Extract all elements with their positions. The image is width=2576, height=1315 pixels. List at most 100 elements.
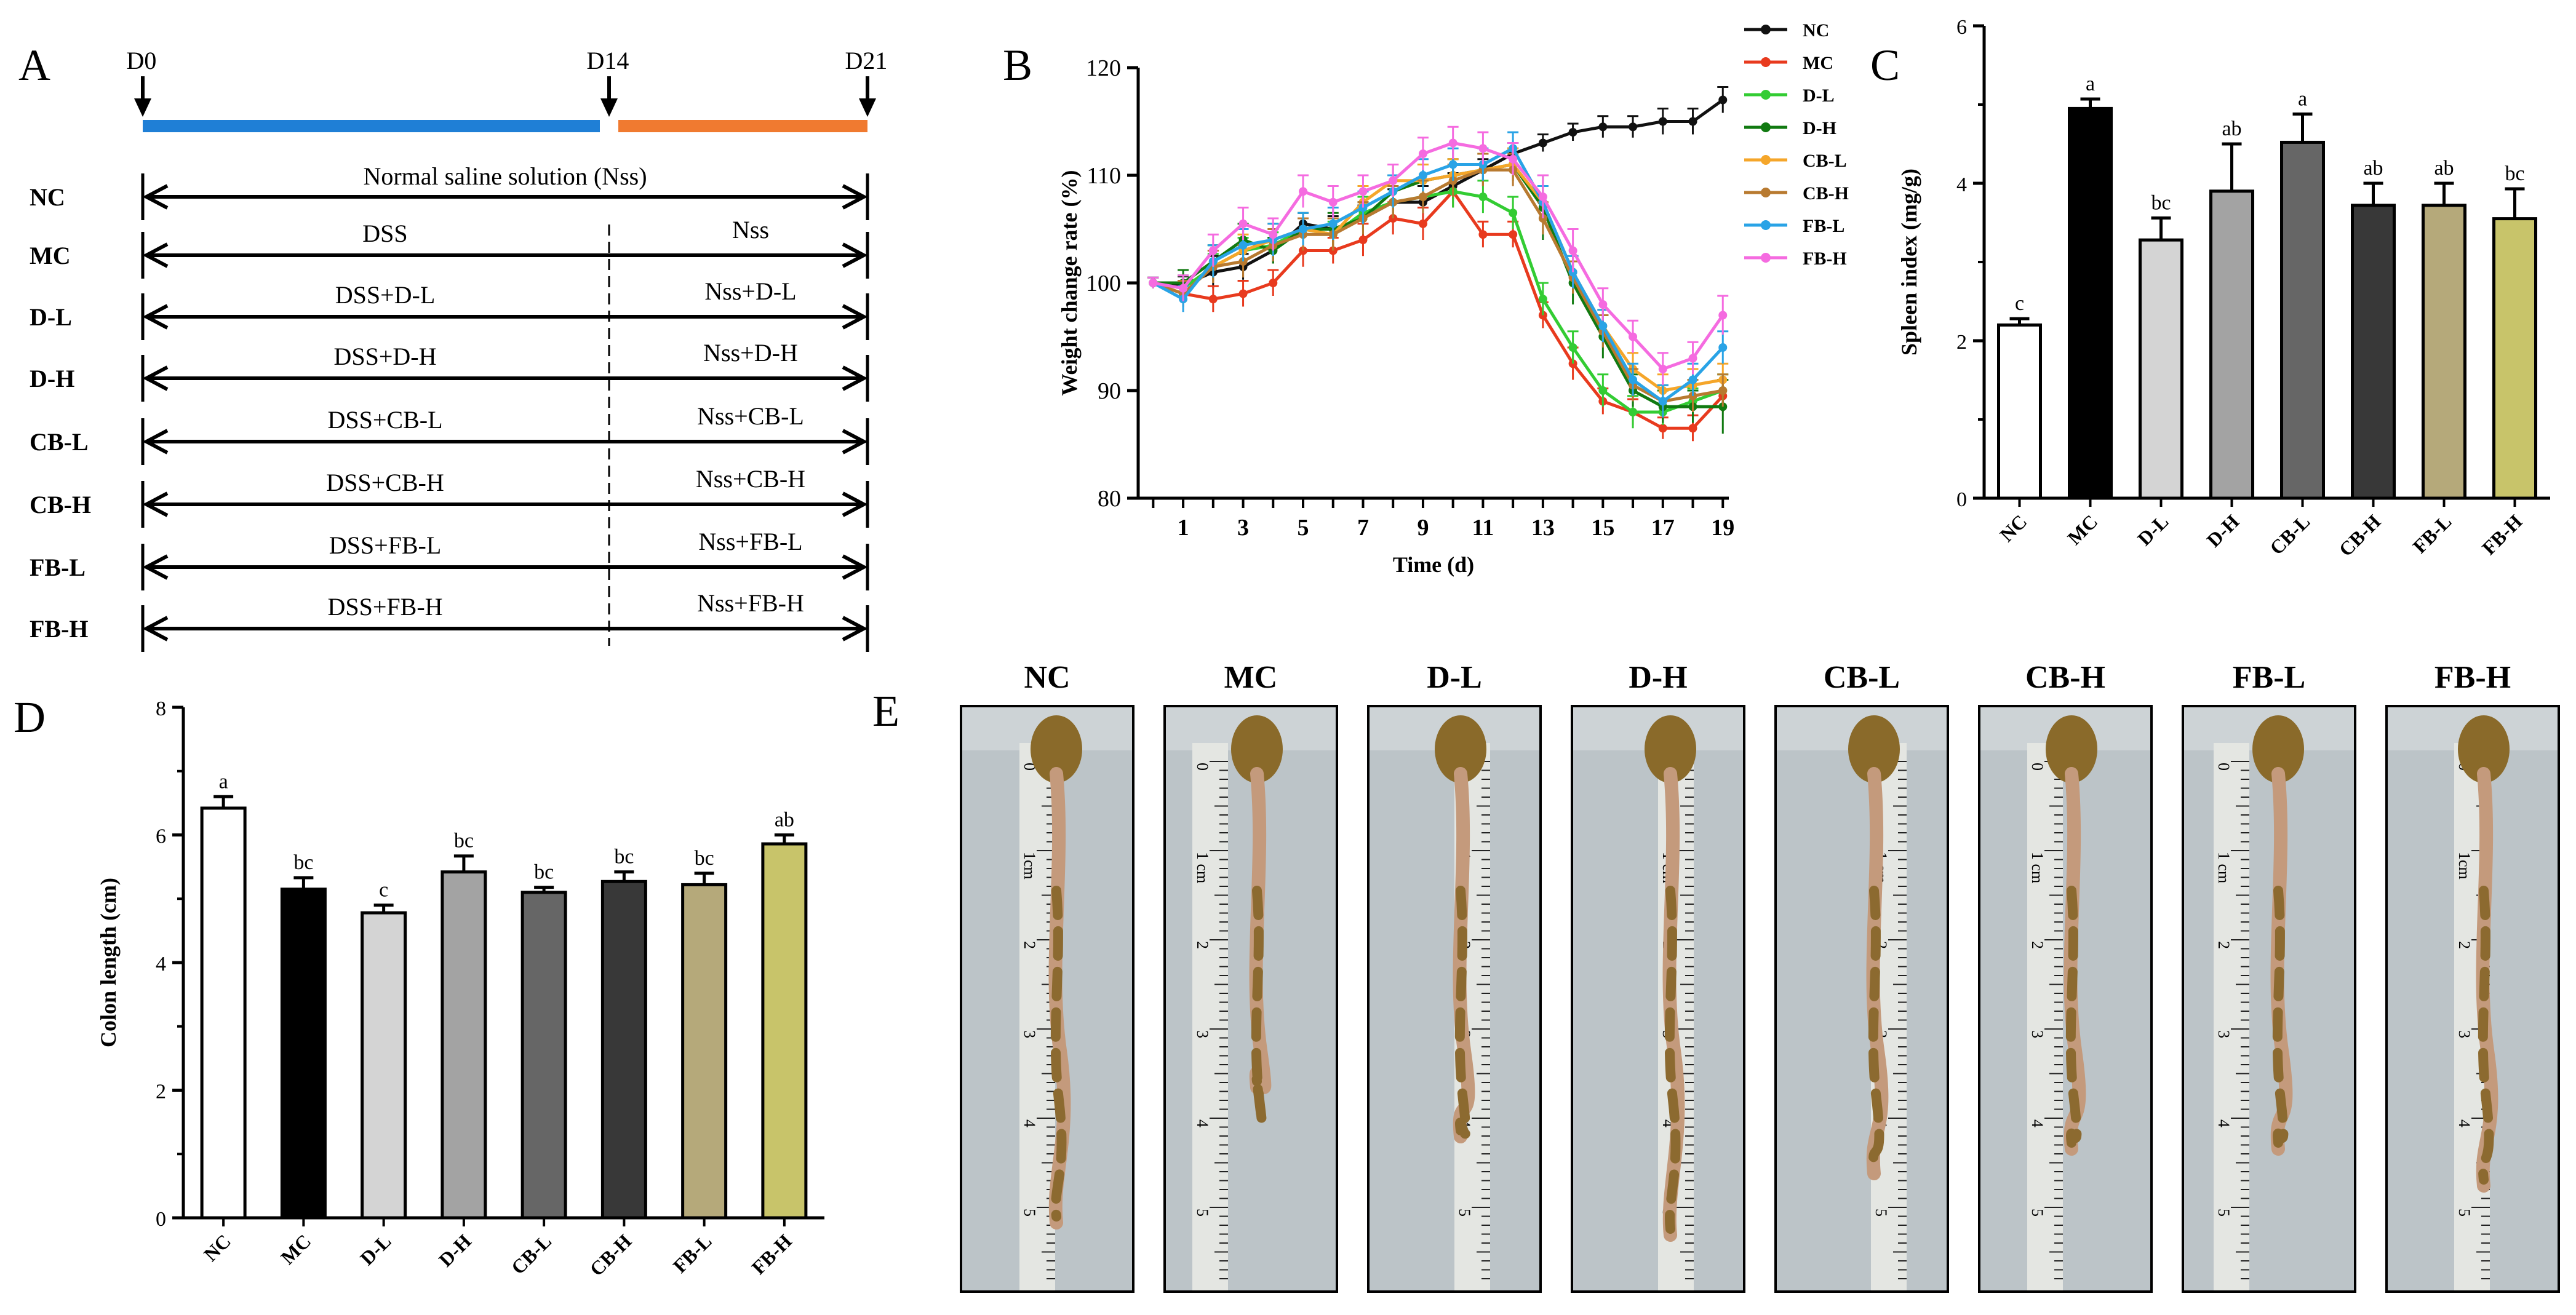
panel-c-spleen-chart: 0 2 4 6 Spleen index (mg/g) c NC a MC bc D-L ab D-H a…	[1897, 16, 2550, 561]
significance-letter-d-h: bc	[454, 830, 474, 852]
data-point-fb-h	[1149, 279, 1158, 287]
y-tick-label: 4	[1956, 173, 1967, 196]
y-tick-label: 6	[1956, 16, 1967, 39]
ruler-strip-cb-h	[2027, 743, 2063, 1290]
arrow-head-right	[842, 304, 868, 330]
significance-letter-d-l: bc	[2151, 191, 2171, 214]
arrow-head-left	[142, 554, 169, 580]
colon-contents-fb-l	[2272, 886, 2289, 1148]
significance-letter-nc: c	[2015, 292, 2024, 315]
x-tick-label-fb-l: FB-L	[2408, 510, 2455, 557]
cecum-cb-l	[1848, 715, 1900, 783]
treatment-label-phase1: DSS+FB-L	[329, 531, 442, 559]
legend-label-d-l: D-L	[1803, 85, 1835, 106]
ruler-number: 5	[2215, 1209, 2233, 1217]
legend-label-fb-l: FB-L	[1803, 216, 1844, 236]
ruler-number: 4	[2455, 1119, 2473, 1127]
significance-letter-cb-l: a	[2298, 87, 2307, 110]
cecum-d-l	[1435, 715, 1486, 783]
legend-marker-d-l	[1761, 90, 1771, 100]
group-label-cb-l: CB-L	[30, 428, 89, 456]
group-label-cb-h: CB-H	[30, 491, 91, 518]
photo-title-fb-h: FB-H	[2434, 660, 2511, 695]
group-label-d-l: D-L	[30, 303, 72, 331]
x-tick-label-d-h: D-H	[434, 1230, 476, 1271]
data-point-fb-h	[1269, 230, 1278, 239]
data-point-fb-h	[1179, 284, 1188, 293]
data-point-d-l	[1478, 193, 1488, 201]
treatment-label-phase1: DSS	[362, 220, 407, 247]
ruler-number: 3	[2455, 1030, 2473, 1038]
significance-letter-mc: a	[2086, 73, 2095, 95]
photo-title-cb-l: CB-L	[1824, 660, 1900, 695]
x-tick-label-mc: MC	[276, 1230, 315, 1268]
bar-cb-l	[520, 891, 567, 1220]
y-tick-label: 2	[1956, 331, 1967, 354]
significance-letter-cb-h: ab	[2363, 157, 2383, 180]
colon-contents-nc	[1050, 886, 1067, 1222]
phase-dss-bar	[143, 120, 600, 132]
legend-marker-cb-h	[1761, 188, 1771, 197]
bar-d-l	[2139, 238, 2183, 500]
significance-letter-fb-h: ab	[775, 809, 794, 832]
data-point-nc	[1718, 95, 1728, 105]
arrow-head-left	[142, 184, 169, 210]
significance-letter-mc: bc	[293, 851, 313, 874]
cecum-fb-h	[2458, 715, 2510, 783]
photo-title-cb-h: CB-H	[2025, 660, 2105, 695]
ruler-number: 3	[2028, 1030, 2046, 1038]
series-line-fb-l	[1152, 146, 1725, 403]
y-axis-title: Colon length (cm)	[96, 878, 121, 1047]
ruler-number: 5	[1456, 1209, 1473, 1217]
colon-contents-d-h	[1664, 886, 1681, 1234]
y-tick-label: 100	[1086, 271, 1121, 296]
data-point-d-l	[1629, 408, 1638, 416]
bar-fb-h	[2492, 217, 2537, 500]
y-tick-label: 4	[156, 953, 166, 975]
legend-label-fb-h: FB-H	[1803, 248, 1847, 269]
data-point-fb-h	[1238, 219, 1248, 228]
data-point-fb-l	[1418, 171, 1427, 180]
legend-marker-mc	[1761, 57, 1771, 67]
ruler-number: 0	[1194, 763, 1211, 771]
y-tick-label: 80	[1098, 486, 1121, 512]
x-tick-label: 19	[1711, 515, 1734, 541]
treatment-label-phase2: Nss+CB-H	[696, 465, 805, 493]
photo-frame-cb-l	[1774, 705, 1949, 1293]
data-point-fb-h	[1568, 246, 1577, 255]
series-line-nc	[1153, 98, 1724, 287]
legend-marker-d-h	[1761, 122, 1771, 132]
data-point-nc	[1538, 138, 1547, 148]
panel-letter-c: C	[1870, 41, 1900, 90]
data-point-fb-h	[1208, 246, 1218, 255]
data-point-fb-h	[1658, 365, 1667, 373]
legend-marker-cb-l	[1761, 155, 1771, 165]
data-point-fb-l	[1238, 240, 1248, 250]
data-point-fb-h	[1629, 332, 1638, 341]
data-point-mc	[1269, 279, 1278, 287]
data-point-fb-h	[1418, 149, 1427, 158]
y-tick-label: 6	[156, 825, 166, 848]
cecum-cb-h	[2046, 715, 2097, 783]
data-point-nc	[1598, 122, 1608, 132]
ruler-number: 0	[2215, 763, 2233, 771]
x-tick-label: 7	[1357, 515, 1369, 541]
significance-letter-cb-h: bc	[614, 846, 634, 868]
ruler-strip-mc	[1192, 743, 1228, 1290]
data-point-nc	[1688, 117, 1697, 126]
colon-tissue-d-h	[1662, 767, 1685, 1242]
ruler-number: 1cm	[2455, 852, 2473, 880]
legend-label-cb-l: CB-L	[1803, 151, 1847, 171]
x-tick-label-fb-h: FB-H	[2478, 510, 2527, 559]
treatment-label-phase2: Nss+FB-L	[698, 528, 802, 555]
data-point-fb-h	[1478, 144, 1488, 153]
data-point-fb-h	[1358, 187, 1368, 196]
colon-contents-cb-l	[1868, 886, 1884, 1172]
x-tick-label-cb-h: CB-H	[585, 1230, 636, 1280]
x-tick-label-nc: NC	[199, 1230, 235, 1265]
ruler-number: 0	[2028, 763, 2046, 771]
bar-cb-h	[600, 880, 647, 1220]
arrow-head-left	[142, 616, 169, 642]
x-tick-label-fb-h: FB-H	[747, 1230, 796, 1279]
